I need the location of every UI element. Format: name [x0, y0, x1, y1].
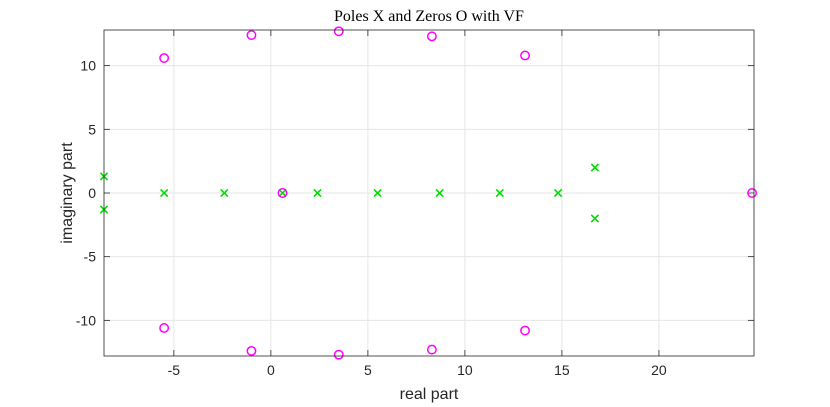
zero-marker — [520, 50, 530, 61]
zero-marker — [747, 188, 758, 198]
zero-marker — [333, 26, 344, 37]
zero-marker — [159, 53, 170, 63]
zero-marker — [246, 30, 257, 41]
x-tick-label: -5 — [168, 362, 181, 378]
y-tick-label: -10 — [76, 312, 96, 328]
zero-marker — [246, 345, 257, 356]
y-tick-label: 10 — [80, 58, 96, 74]
x-tick-label: 0 — [267, 362, 275, 378]
x-tick-label: 20 — [651, 362, 667, 378]
chart-title: Poles X and Zeros O with VF — [334, 8, 524, 25]
pole-marker — [278, 188, 287, 198]
pole-marker — [590, 163, 600, 172]
y-axis-label: imaginary part — [59, 142, 76, 244]
y-tick-label: 5 — [88, 121, 96, 137]
zero-marker — [520, 325, 530, 336]
ticks: -5 0 5 10 15 20 -10 -5 0 5 10 — [76, 30, 754, 378]
axes-box — [103, 29, 755, 357]
zero-marker — [333, 349, 344, 360]
y-tick-label: -5 — [84, 249, 97, 265]
zero-marker — [159, 323, 170, 333]
pole-marker — [220, 188, 229, 198]
zero-marker — [277, 188, 288, 198]
pole-marker — [590, 214, 600, 223]
pole-marker — [553, 188, 563, 198]
x-axis-label: real part — [400, 386, 459, 403]
pole-marker — [159, 188, 169, 198]
x-tick-label: 15 — [554, 362, 570, 378]
pole-marker — [373, 188, 382, 198]
pole-marker — [313, 188, 322, 198]
pole-marker — [435, 188, 444, 198]
grid — [104, 30, 754, 356]
x-tick-label: 5 — [364, 362, 372, 378]
zero-marker — [426, 344, 437, 355]
y-tick-label: 0 — [88, 185, 96, 201]
x-tick-label: 10 — [457, 362, 473, 378]
pole-marker — [495, 188, 504, 198]
zero-marker — [426, 31, 437, 42]
